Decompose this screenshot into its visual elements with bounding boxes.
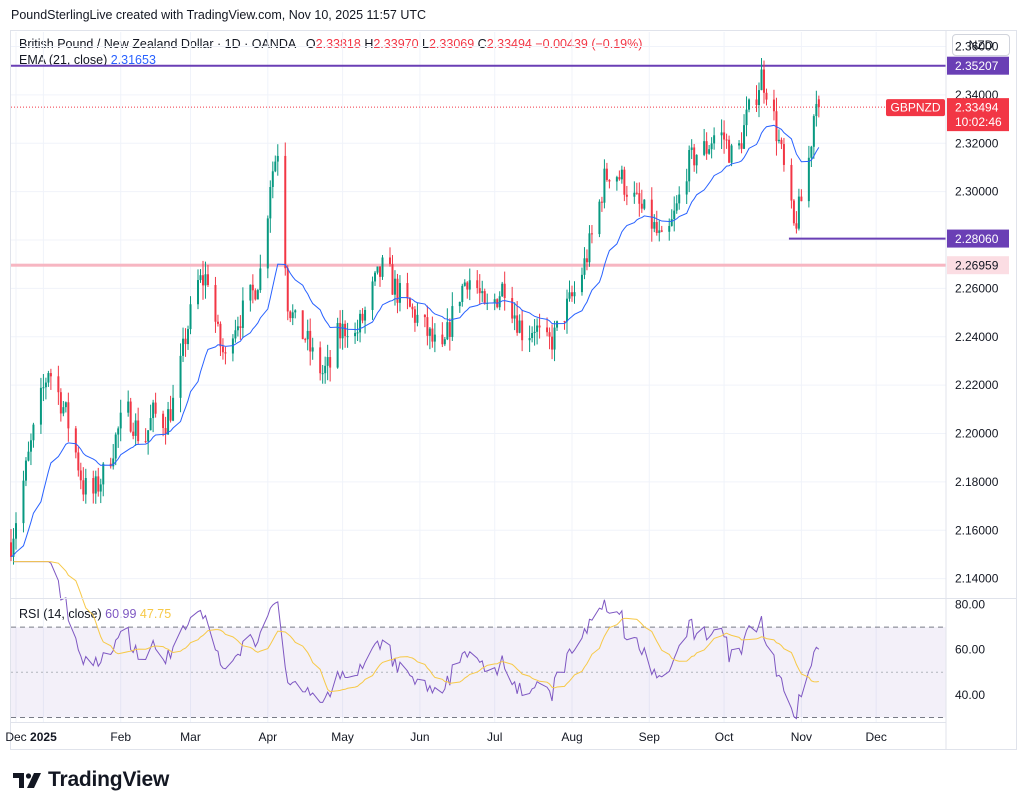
open-label: O xyxy=(305,37,316,51)
open-value: 2.33818 xyxy=(315,37,361,51)
high-value: 2.33970 xyxy=(373,37,419,51)
ema-legend[interactable]: EMA (21, close) 2.31653 xyxy=(19,53,156,67)
low-label: L xyxy=(422,37,429,51)
high-label: H xyxy=(364,37,374,51)
currency-selector[interactable]: NZD xyxy=(952,34,1010,56)
rsi-ma-value: 47.75 xyxy=(139,607,172,621)
tradingview-logo-icon xyxy=(13,773,41,788)
change-value: −0.00439 (−0.19%) xyxy=(535,37,643,51)
chart-frame xyxy=(10,30,1017,750)
ema-label: EMA (21, close) xyxy=(19,53,108,67)
rsi-label: RSI (14, close) xyxy=(19,607,102,621)
symbol-legend[interactable]: British Pound / New Zealand Dollar · 1D … xyxy=(19,36,642,53)
close-label: C xyxy=(477,37,487,51)
currency-label: NZD xyxy=(968,38,994,52)
tradingview-wordmark: TradingView xyxy=(48,768,170,791)
tradingview-logo[interactable]: TradingView xyxy=(12,768,169,792)
chart-credit: PoundSterlingLive created with TradingVi… xyxy=(11,8,427,22)
rsi-legend[interactable]: RSI (14, close) 60.99 47.75 xyxy=(19,607,171,621)
low-value: 2.33069 xyxy=(428,37,475,51)
close-value: 2.33494 xyxy=(486,37,532,51)
rsi-value: 60.99 xyxy=(105,607,137,621)
symbol-title: British Pound / New Zealand Dollar · 1D … xyxy=(19,37,296,51)
ema-value: 2.31653 xyxy=(110,53,156,67)
